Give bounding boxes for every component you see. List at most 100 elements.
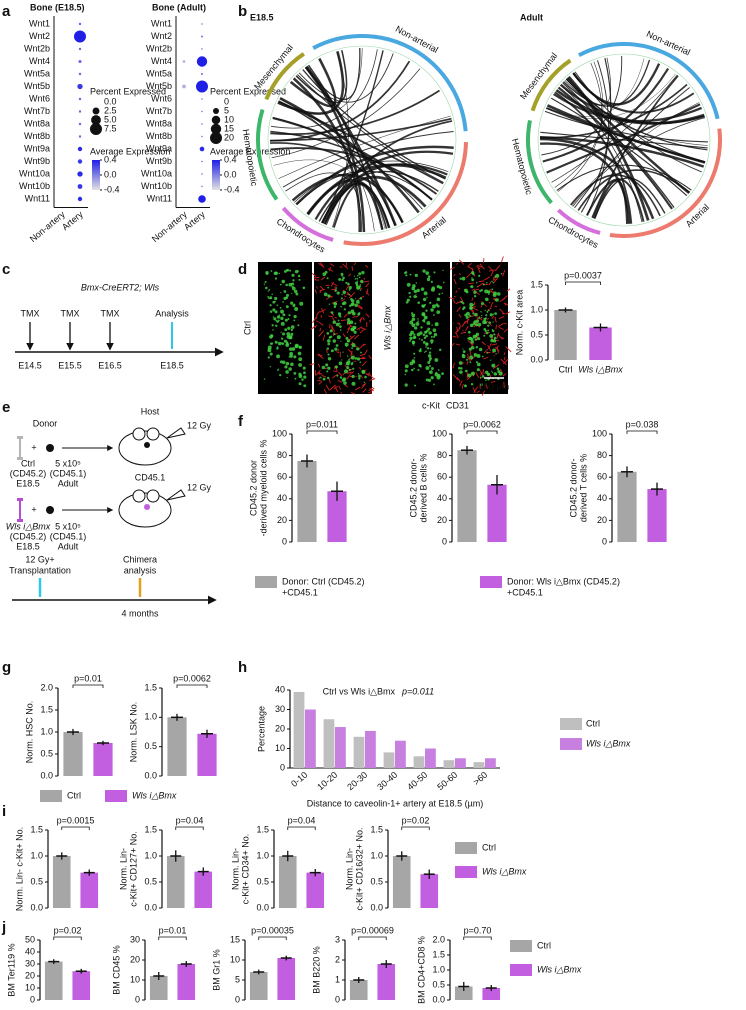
ckit-cell <box>428 364 431 368</box>
ckit-cell <box>298 363 302 367</box>
x-tick-label: 30-40 <box>375 770 399 792</box>
ckit-cell <box>340 305 342 308</box>
dot <box>198 195 206 203</box>
ckit-cell <box>420 287 425 291</box>
ckit-cell <box>409 320 414 325</box>
ckit-cell <box>270 270 273 272</box>
ckit-cell <box>291 347 296 351</box>
bar <box>63 732 83 776</box>
ckit-cell <box>293 314 297 319</box>
vessel <box>322 334 326 341</box>
ckit-cell <box>470 371 475 376</box>
ckit-cell <box>442 269 444 272</box>
bar <box>647 489 667 542</box>
y-tick-label: 0.5 <box>370 876 383 886</box>
ckit-cell <box>275 324 278 328</box>
bar <box>52 856 71 908</box>
ckit-cell <box>415 321 420 326</box>
ckit-cell <box>487 309 490 312</box>
ckit-cell <box>437 369 440 371</box>
donor-text: (CD45.1) <box>50 531 87 541</box>
legend-label: Wls i△Bmx <box>586 738 631 748</box>
vessel <box>479 369 484 376</box>
chord-link <box>540 135 705 168</box>
vessel <box>495 324 497 330</box>
donor-text: E18.5 <box>16 541 40 551</box>
ckit-cell <box>430 376 434 380</box>
dot <box>78 97 82 101</box>
ckit-cell <box>474 312 478 317</box>
dot <box>201 160 203 163</box>
y-axis-label: CD45.2 donor <box>248 460 258 516</box>
dot <box>196 56 208 67</box>
ckit-cell <box>340 272 344 276</box>
vessel <box>458 322 461 326</box>
ckit-cell <box>436 310 441 315</box>
vessel <box>477 282 484 288</box>
donor-text: (CD45.2) <box>10 531 47 541</box>
donor-text: Ctrl <box>21 458 35 468</box>
vessel <box>328 315 333 318</box>
p-bracket <box>53 936 82 940</box>
size-key-label: 20 <box>224 132 234 142</box>
y-tick-label: 0.0 <box>40 770 53 780</box>
ckit-cell <box>479 376 482 379</box>
bar <box>166 856 185 908</box>
vessel <box>311 272 317 277</box>
bar <box>327 491 347 542</box>
vessel <box>471 297 474 301</box>
size-key <box>92 107 100 115</box>
row-label: Wls i△Bmx <box>382 305 392 350</box>
ckit-cell <box>468 347 472 351</box>
vessel <box>358 343 365 350</box>
vessel <box>357 304 364 309</box>
vessel <box>492 297 497 300</box>
ckit-cell <box>276 304 279 306</box>
bar <box>443 760 455 768</box>
ckit-cell <box>417 301 421 304</box>
ckit-cell <box>430 280 433 284</box>
dot <box>78 22 82 26</box>
ckit-cell <box>460 300 463 304</box>
ckit-cell <box>408 291 411 295</box>
ckit-cell <box>435 322 438 325</box>
ckit-cell <box>491 288 494 291</box>
chart-title: Bone (Adult) <box>152 2 206 12</box>
ckit-cell <box>334 365 338 369</box>
ckit-cell <box>336 335 341 340</box>
ckit-cell <box>404 383 408 387</box>
legend-swatch <box>510 964 532 976</box>
ckit-cell <box>289 269 292 272</box>
ckit-cell <box>345 345 348 347</box>
y-tick-label: 2.0 <box>432 934 445 944</box>
ckit-cell <box>475 319 479 324</box>
ckit-cell <box>477 337 481 341</box>
vessel <box>488 301 491 304</box>
y-axis-label: c-Kit+ CD34+ No. <box>240 834 250 905</box>
size-key-label: 5 <box>224 105 229 115</box>
bar <box>167 717 187 776</box>
ckit-cell <box>492 281 495 284</box>
gene-label: Wnt9b <box>24 156 50 166</box>
dot <box>77 159 83 164</box>
gene-label: Wnt5b <box>146 81 172 91</box>
vessel <box>456 306 462 312</box>
legend-label: Donor: Wls i△Bmx (CD45.2) <box>507 576 620 586</box>
ckit-cell <box>413 289 418 294</box>
ckit-cell <box>415 282 418 284</box>
dot <box>201 35 203 38</box>
chord-link <box>332 51 349 228</box>
y-axis-label: Norm. Lin- <box>118 848 128 890</box>
vessel <box>500 368 503 373</box>
ckit-cell <box>327 366 331 370</box>
vessel <box>490 302 494 308</box>
ckit-cell <box>326 332 330 335</box>
bone-icon <box>17 436 23 460</box>
ckit-cell <box>285 343 290 347</box>
ckit-cell <box>413 352 416 355</box>
chord-link <box>295 50 348 104</box>
ckit-cell <box>319 376 322 379</box>
vessel <box>491 343 498 346</box>
gene-label: Wnt8b <box>146 131 172 141</box>
bar <box>72 971 91 1000</box>
